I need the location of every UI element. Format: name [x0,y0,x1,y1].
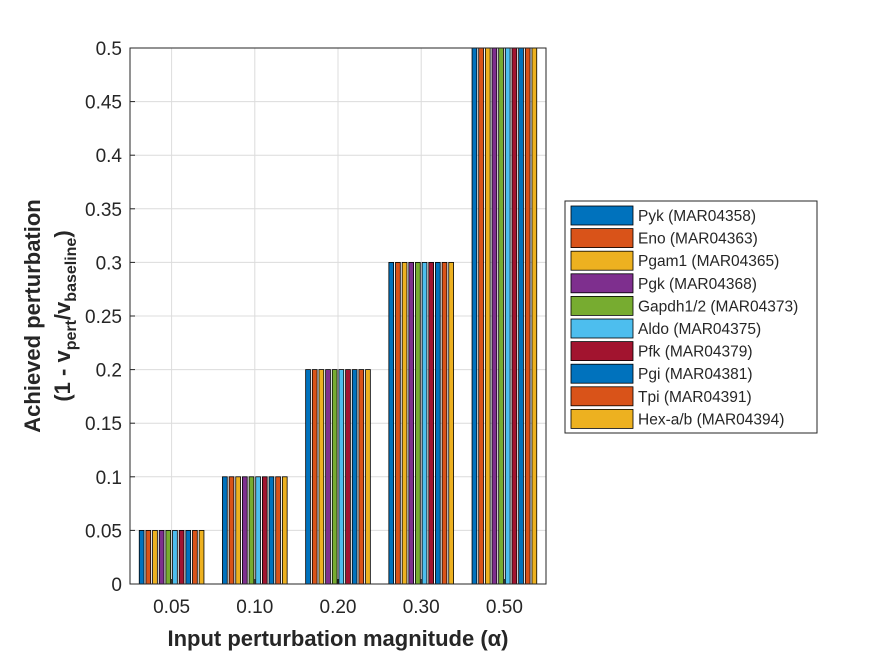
bar [421,261,428,585]
y-tick-label: 0.3 [96,253,122,274]
bar [478,47,484,585]
bar [524,47,531,585]
bar [138,530,145,585]
bar [511,47,518,585]
legend-entry: Pgk (MAR04368) [638,276,757,293]
x-tick-label: 0.05 [153,597,190,618]
bar [281,476,288,585]
legend-swatch [570,295,634,316]
bars [138,47,538,585]
bar [165,530,172,585]
y-tick-label: 0.1 [96,468,122,489]
legend-entry: Hex-a/b (MAR04394) [638,411,784,428]
bar [365,369,371,585]
legend-swatch [570,228,634,249]
bar [484,47,491,585]
y-tick-label: 0.15 [85,414,122,435]
y-tick-label: 0.05 [85,521,122,542]
legend-entry: Pgi (MAR04381) [638,366,753,383]
bar [172,530,178,585]
bar [518,47,524,585]
bar [498,47,504,585]
bar [158,530,165,585]
bar [268,476,275,585]
bar [471,47,478,585]
bar [435,261,441,585]
bar [428,261,434,585]
y-tick-label: 0.25 [85,307,122,328]
bar [325,369,331,585]
bar [242,476,248,585]
bar [351,369,358,585]
bar [491,47,498,585]
legend-entry: Tpi (MAR04391) [638,389,752,406]
bar [228,476,235,585]
bar [178,530,185,585]
bar [198,530,205,585]
bar [255,476,261,585]
bar [248,476,255,585]
bar [408,261,415,585]
bar [395,261,401,585]
bar [401,261,408,585]
bar [358,369,365,585]
y-tick-label: 0.2 [96,361,122,382]
y-axis-label-line2: (1 - vpert/vbaseline) [50,230,80,401]
y-tick-label: 0.35 [85,200,122,221]
legend-swatch [570,386,634,407]
bar [185,530,192,585]
legend-entry: Pgam1 (MAR04365) [638,253,779,270]
bar [275,476,281,585]
legend-entry: Pfk (MAR04379) [638,344,753,361]
legend-swatch [570,318,634,339]
x-axis: 0.05 0.10 0.20 0.30 0.50 [153,579,523,618]
bar [415,261,421,585]
bar [261,476,268,585]
bar [192,530,198,585]
bar [235,476,241,585]
y-tick-label: 0.5 [96,39,122,60]
bar [311,369,318,585]
legend-entry: Pyk (MAR04358) [638,208,756,225]
bar [345,369,351,585]
bar [504,47,511,585]
legend-entry: Eno (MAR04363) [638,231,758,248]
y-axis-label-line1: Achieved perturbation [20,199,45,432]
bar [318,369,325,585]
bar [152,530,158,585]
bar [331,369,338,585]
y-tick-label: 0.45 [85,93,122,114]
bar [448,261,454,585]
legend-swatch [570,408,634,429]
legend-swatch [570,363,634,384]
x-tick-label: 0.50 [486,597,523,618]
x-axis-label: Input perturbation magnitude (α) [167,626,508,651]
legend: Pyk (MAR04358) Eno (MAR04363) Pgam1 (MAR04… [564,200,818,434]
bar [145,530,152,585]
x-tick-label: 0.30 [403,597,440,618]
legend-entry: Gapdh1/2 (MAR04373) [638,298,798,315]
bar [441,261,448,585]
legend-swatch [570,250,634,271]
bar [222,476,228,585]
legend-entry: Aldo (MAR04375) [638,321,761,338]
y-tick-label: 0 [111,575,122,596]
bar [531,47,538,585]
x-tick-label: 0.20 [320,597,357,618]
y-axis: 0 0.05 0.1 0.15 0.2 0.25 0.3 0.35 0.4 0.45 0.5 [85,39,135,596]
legend-swatch [570,205,634,226]
bar [305,369,311,585]
legend-swatch [570,273,634,294]
bar [338,369,345,585]
legend-swatch [570,341,634,362]
x-tick-label: 0.10 [236,597,273,618]
y-tick-label: 0.4 [96,146,123,167]
bar [388,261,395,585]
